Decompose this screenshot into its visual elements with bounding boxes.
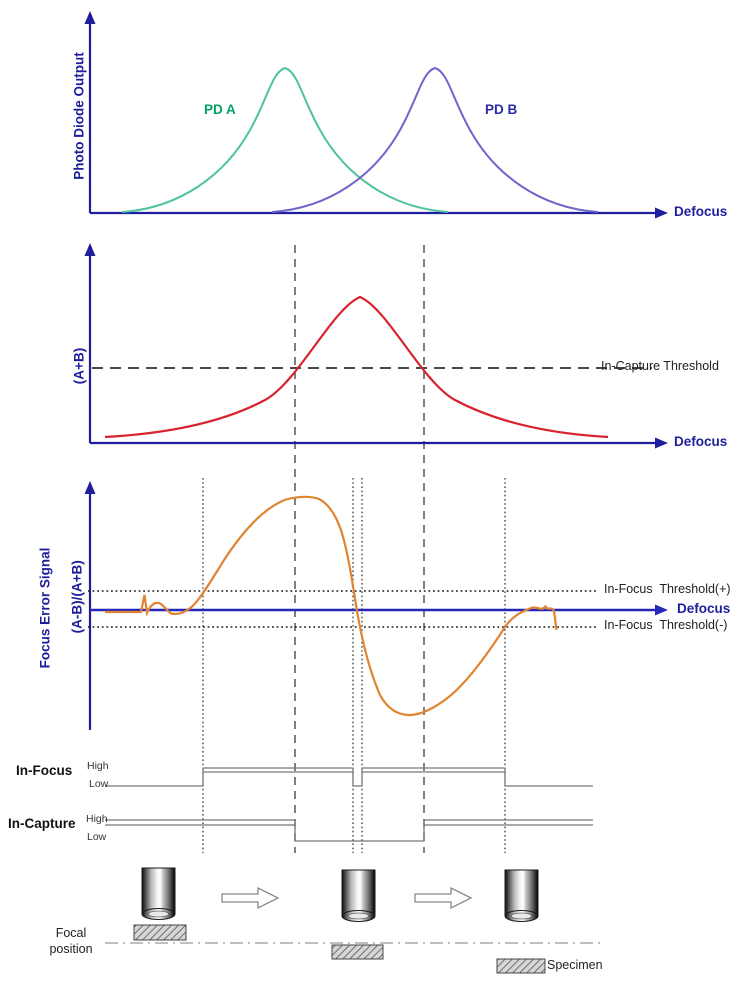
- in-focus-low-label: Low: [89, 778, 109, 790]
- specimen-legend-label: Specimen: [547, 958, 603, 972]
- in-focus-signal: [105, 767, 593, 787]
- pd-a-label: PD A: [204, 102, 236, 117]
- specimen-legend-swatch: [496, 958, 546, 974]
- focal-position-line2: position: [49, 942, 93, 957]
- move-arrow-left-icon: [221, 887, 279, 909]
- photodiode-axes: [84, 11, 668, 219]
- in-capture-low-label: Low: [87, 831, 107, 843]
- pd-b-label: PD B: [485, 102, 518, 117]
- photodiode-y-axis-label: Photo Diode Output: [71, 52, 87, 180]
- move-arrow-right-icon: [414, 887, 472, 909]
- error-y-axis-label: Focus Error Signal (A-B)/(A+B): [38, 548, 103, 669]
- specimen-middle: [331, 944, 384, 960]
- error-y-axis-line1: Focus Error Signal: [37, 547, 53, 669]
- incapture-crossing-guides: [294, 245, 425, 853]
- objective-lens-left: [141, 867, 176, 920]
- in-capture-signal-label: In-Capture: [8, 816, 76, 831]
- sum-y-axis-label: (A+B): [71, 347, 87, 385]
- sum-curve: [104, 295, 609, 439]
- error-x-axis: [90, 604, 668, 616]
- focal-position-label: Focal position: [30, 925, 112, 958]
- infocus-threshold-minus-label: In-Focus Threshold(-): [604, 618, 728, 632]
- sum-axes: [84, 243, 668, 449]
- sum-x-axis-label: Defocus: [674, 434, 728, 449]
- incapture-threshold-label: In-Capture Threshold: [601, 359, 719, 373]
- specimen-left: [133, 924, 187, 941]
- pd-b-curve: [271, 66, 599, 213]
- error-y-axis-line2: (A-B)/(A+B): [70, 560, 85, 634]
- focal-position-line1: Focal: [55, 926, 87, 940]
- in-focus-high-label: High: [87, 760, 109, 772]
- objective-lens-middle: [341, 869, 376, 922]
- photodiode-x-axis-label: Defocus: [674, 204, 728, 219]
- infocus-threshold-lines: [88, 590, 598, 628]
- infocus-threshold-plus-label: In-Focus Threshold(+): [604, 582, 731, 596]
- in-capture-high-label: High: [86, 813, 108, 825]
- objective-lens-right: [504, 869, 539, 922]
- in-capture-signal: [105, 819, 593, 842]
- infocus-crossing-guides: [202, 478, 506, 853]
- error-curve: [105, 495, 558, 717]
- pd-a-curve: [121, 66, 449, 213]
- error-x-axis-label: Defocus: [677, 601, 731, 616]
- in-focus-signal-label: In-Focus: [16, 763, 73, 778]
